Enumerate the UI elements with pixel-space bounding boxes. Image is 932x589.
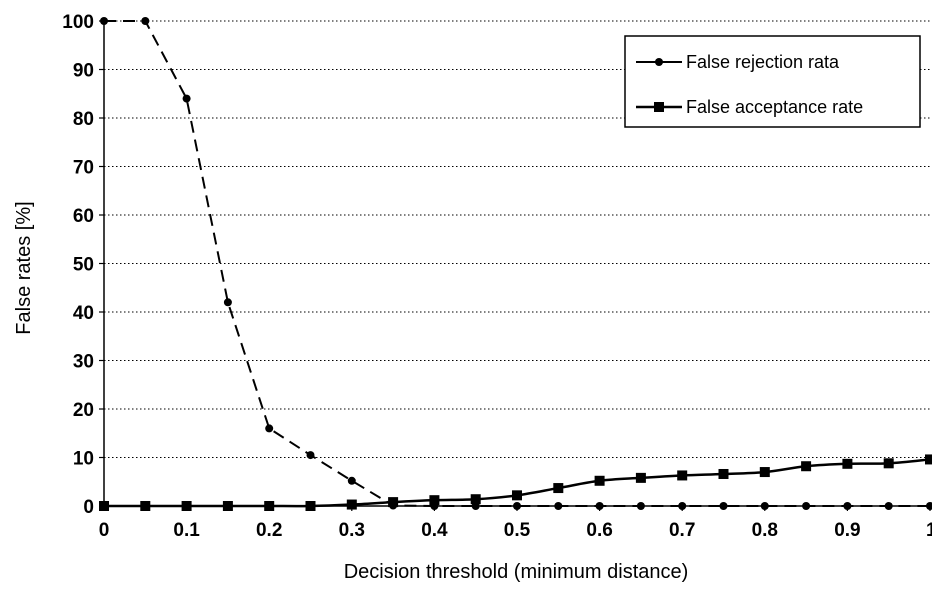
data-point-false-rejection — [141, 17, 150, 25]
x-tick-label: 1 — [926, 520, 932, 541]
x-tick-label: 0.6 — [586, 520, 612, 541]
x-tick-label: 0.9 — [834, 520, 860, 541]
data-point-false-acceptance — [470, 494, 481, 505]
x-tick-label: 0.1 — [173, 520, 200, 541]
y-tick-label: 0 — [83, 497, 94, 518]
data-point-false-acceptance — [801, 461, 812, 472]
data-point-false-acceptance — [140, 501, 151, 511]
data-point-false-acceptance — [222, 501, 233, 511]
data-point-false-rejection — [802, 502, 811, 510]
legend-label-false-rejection: False rejection rata — [686, 52, 840, 72]
data-point-false-acceptance — [181, 501, 192, 511]
legend-item-false-acceptance: False acceptance rate — [636, 97, 863, 117]
data-point-false-acceptance — [883, 458, 894, 469]
y-tick-label: 50 — [73, 255, 94, 276]
legend-label-false-acceptance: False acceptance rate — [686, 97, 863, 117]
data-point-false-acceptance — [677, 470, 688, 481]
x-tick-label: 0.4 — [421, 520, 448, 541]
data-point-false-rejection — [884, 502, 893, 510]
series-layer — [99, 17, 932, 511]
data-point-false-acceptance — [553, 483, 564, 494]
data-point-false-rejection — [595, 502, 604, 510]
data-point-false-acceptance — [264, 501, 275, 511]
legend-marker-square-icon — [654, 102, 664, 112]
data-point-false-acceptance — [346, 499, 357, 510]
y-tick-label: 40 — [73, 303, 94, 324]
x-tick-label: 0.3 — [339, 520, 365, 541]
data-point-false-acceptance — [99, 501, 109, 511]
y-axis-title: False rates [%] — [13, 201, 35, 334]
data-point-false-rejection — [719, 502, 728, 510]
x-tick-label: 0.5 — [504, 520, 531, 541]
x-tick-label: 0 — [99, 520, 110, 541]
x-axis-ticks: 0 0.1 0.2 0.3 0.4 0.5 0.6 0.7 0.8 0.9 1 — [99, 506, 932, 541]
x-tick-label: 0.7 — [669, 520, 695, 541]
data-point-false-rejection — [760, 502, 769, 510]
data-point-false-rejection — [389, 501, 398, 510]
y-tick-label: 100 — [62, 12, 94, 33]
x-tick-label: 0.8 — [752, 520, 778, 541]
data-point-false-rejection — [430, 502, 439, 510]
data-point-false-acceptance — [594, 475, 605, 486]
legend-marker-circle-icon — [655, 58, 663, 66]
data-point-false-rejection — [678, 502, 687, 510]
data-point-false-rejection — [223, 298, 232, 307]
data-point-false-acceptance — [925, 454, 932, 465]
data-point-false-rejection — [636, 502, 645, 510]
y-tick-label: 90 — [73, 61, 94, 82]
x-tick-label: 0.2 — [256, 520, 282, 541]
data-point-false-rejection — [926, 502, 932, 510]
data-point-false-rejection — [347, 476, 356, 485]
data-point-false-rejection — [471, 502, 480, 510]
x-axis-title: Decision threshold (minimum distance) — [344, 561, 689, 583]
data-point-false-rejection — [306, 451, 315, 460]
y-tick-label: 80 — [73, 109, 94, 130]
data-point-false-rejection — [843, 502, 852, 510]
data-point-false-acceptance — [512, 490, 522, 501]
legend: False rejection rata False acceptance ra… — [624, 35, 921, 128]
series-line-false-rejection — [104, 20, 930, 507]
y-tick-label: 20 — [73, 400, 94, 421]
data-point-false-rejection — [182, 94, 191, 103]
data-point-false-rejection — [513, 502, 521, 510]
legend-box — [624, 35, 921, 128]
data-point-false-acceptance — [718, 468, 729, 479]
y-tick-label: 30 — [73, 352, 94, 373]
data-point-false-acceptance — [759, 467, 770, 478]
data-point-false-acceptance — [842, 458, 853, 469]
y-tick-label: 60 — [73, 206, 94, 227]
data-point-false-acceptance — [635, 472, 646, 483]
data-point-false-rejection — [100, 17, 108, 25]
data-point-false-rejection — [265, 424, 274, 433]
y-tick-label: 10 — [73, 449, 94, 470]
data-point-false-acceptance — [429, 495, 440, 506]
y-axis-ticks: 0 10 20 30 40 50 60 70 80 90 100 — [62, 12, 104, 518]
data-point-false-acceptance — [305, 501, 316, 511]
data-point-false-rejection — [554, 502, 563, 510]
y-tick-label: 70 — [73, 158, 94, 179]
legend-item-false-rejection: False rejection rata — [636, 52, 840, 72]
